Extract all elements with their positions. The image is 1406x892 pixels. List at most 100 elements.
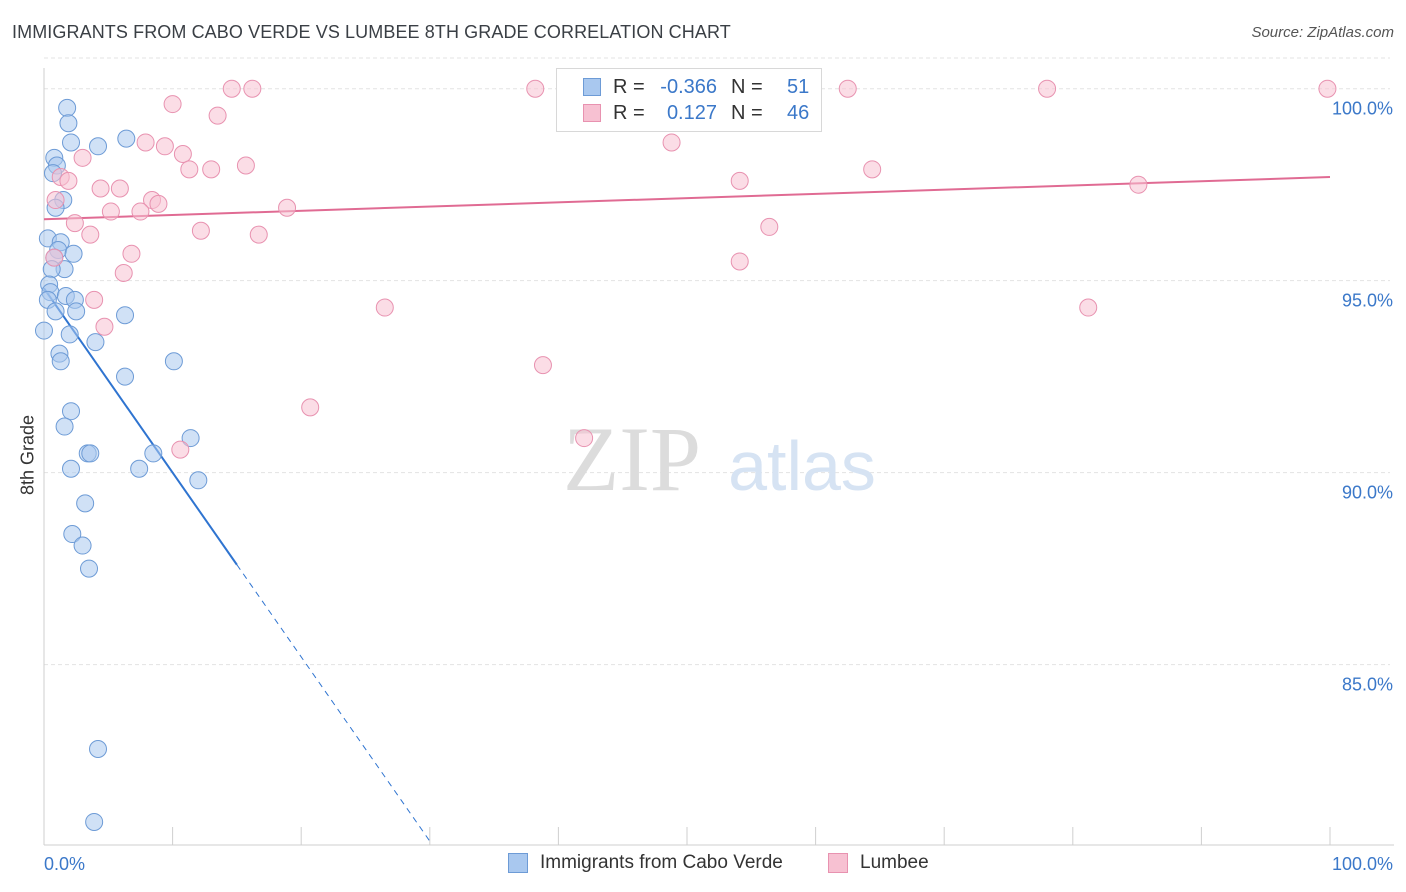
lumbee-point xyxy=(171,440,190,459)
y-tick-label: 95.0% xyxy=(1342,291,1393,311)
lumbee-point xyxy=(163,95,182,114)
chart-title: IMMIGRANTS FROM CABO VERDE VS LUMBEE 8TH… xyxy=(12,22,731,42)
watermark-atlas: atlas xyxy=(728,427,876,505)
lumbee-point xyxy=(249,225,268,244)
legend-label: Lumbee xyxy=(860,852,929,873)
x-tick-label: 0.0% xyxy=(44,854,85,874)
lumbee-point xyxy=(59,171,78,190)
cabo-verde-point xyxy=(81,444,100,463)
lumbee-point xyxy=(222,79,241,98)
cabo-verde-point xyxy=(116,306,135,325)
tick-labels: 85.0% 90.0% 95.0% 100.0% 0.0% 100.0% xyxy=(44,99,1393,874)
lumbee-point xyxy=(838,79,857,98)
cabo-verde-point xyxy=(62,459,81,478)
blue-swatch xyxy=(583,78,601,96)
cabo-verde-point xyxy=(67,302,86,321)
cabo-verde-point xyxy=(76,494,95,513)
legend-item-cabo-verde[interactable]: Immigrants from Cabo Verde xyxy=(508,852,783,874)
r-value: 0.127 xyxy=(666,101,717,124)
y-tick-label: 100.0% xyxy=(1332,99,1393,119)
lumbee-point xyxy=(81,225,100,244)
r-value: -0.366 xyxy=(660,75,717,98)
lumbee-point xyxy=(208,106,227,125)
lumbee-point xyxy=(1129,175,1148,194)
lumbee-point xyxy=(863,160,882,179)
cabo-verde-point xyxy=(60,325,79,344)
cabo-verde-point xyxy=(116,367,135,386)
lumbee-trend-line xyxy=(43,176,1331,221)
cabo-verde-point xyxy=(63,525,82,544)
cabo-verde-point xyxy=(73,536,92,555)
cabo-verde-point xyxy=(46,302,65,321)
cabo-verde-point xyxy=(89,137,108,156)
lumbee-point xyxy=(730,252,749,271)
lumbee-point xyxy=(155,137,174,156)
lumbee-point xyxy=(278,198,297,217)
cabo-verde-trend-extension xyxy=(236,564,431,842)
axes xyxy=(43,68,1394,846)
lumbee-point xyxy=(131,202,150,221)
data-points xyxy=(35,79,1337,831)
cabo-verde-point xyxy=(117,129,136,148)
r-label: R = xyxy=(613,75,645,98)
lumbee-point xyxy=(1079,298,1098,317)
lumbee-point xyxy=(65,214,84,233)
series-legend: Immigrants from Cabo Verde Lumbee xyxy=(0,852,1406,878)
lumbee-point xyxy=(45,248,64,267)
lumbee-point xyxy=(236,156,255,175)
x-tick-label: 100.0% xyxy=(1332,854,1393,874)
lumbee-point xyxy=(1038,79,1057,98)
lumbee-point xyxy=(191,221,210,240)
lumbee-point xyxy=(173,144,192,163)
cabo-verde-point xyxy=(89,740,108,759)
lumbee-point xyxy=(101,202,120,221)
cabo-verde-point xyxy=(59,114,78,133)
legend-row-lumbee: R = 0.127 N = 46 xyxy=(583,100,809,126)
cabo-verde-point xyxy=(80,559,99,578)
cabo-verde-point xyxy=(35,321,53,340)
legend-label: Immigrants from Cabo Verde xyxy=(540,852,783,873)
n-label: N = xyxy=(731,101,763,124)
n-label: N = xyxy=(731,75,763,98)
cabo-verde-point xyxy=(130,459,149,478)
lumbee-point xyxy=(180,160,199,179)
lumbee-point xyxy=(85,290,104,309)
blue-swatch xyxy=(508,853,528,873)
cabo-verde-point xyxy=(64,244,83,263)
cabo-verde-point xyxy=(62,402,81,421)
lumbee-point xyxy=(243,79,262,98)
lumbee-point xyxy=(730,171,749,190)
n-value: 46 xyxy=(787,101,810,124)
watermark-zip: ZIP xyxy=(563,408,701,510)
lumbee-point xyxy=(110,179,129,198)
lumbee-point xyxy=(301,398,320,417)
cabo-verde-point xyxy=(85,812,104,831)
gridlines xyxy=(44,57,1390,666)
lumbee-point xyxy=(136,133,155,152)
cabo-verde-point xyxy=(62,133,81,152)
lumbee-point xyxy=(149,194,168,213)
lumbee-point xyxy=(114,263,133,282)
y-tick-label: 90.0% xyxy=(1342,483,1393,503)
cabo-verde-point xyxy=(144,444,163,463)
lumbee-point xyxy=(533,356,552,375)
pink-swatch xyxy=(583,104,601,122)
cabo-verde-point xyxy=(51,352,70,371)
lumbee-point xyxy=(526,79,545,98)
correlation-legend: R = -0.366 N = 51 R = 0.127 N = 46 xyxy=(556,68,822,132)
cabo-verde-point xyxy=(181,429,200,448)
lumbee-point xyxy=(1318,79,1337,98)
r-label: R = xyxy=(613,101,645,124)
lumbee-point xyxy=(73,148,92,167)
cabo-verde-point xyxy=(58,98,77,117)
legend-item-lumbee[interactable]: Lumbee xyxy=(828,852,929,874)
lumbee-point xyxy=(202,160,221,179)
lumbee-point xyxy=(95,317,114,336)
lumbee-point xyxy=(760,217,779,236)
lumbee-point xyxy=(575,429,594,448)
n-value: 51 xyxy=(787,75,810,98)
lumbee-point xyxy=(375,298,394,317)
lumbee-point xyxy=(662,133,681,152)
watermark: ZIP atlas xyxy=(563,408,876,510)
lumbee-point xyxy=(122,244,141,263)
